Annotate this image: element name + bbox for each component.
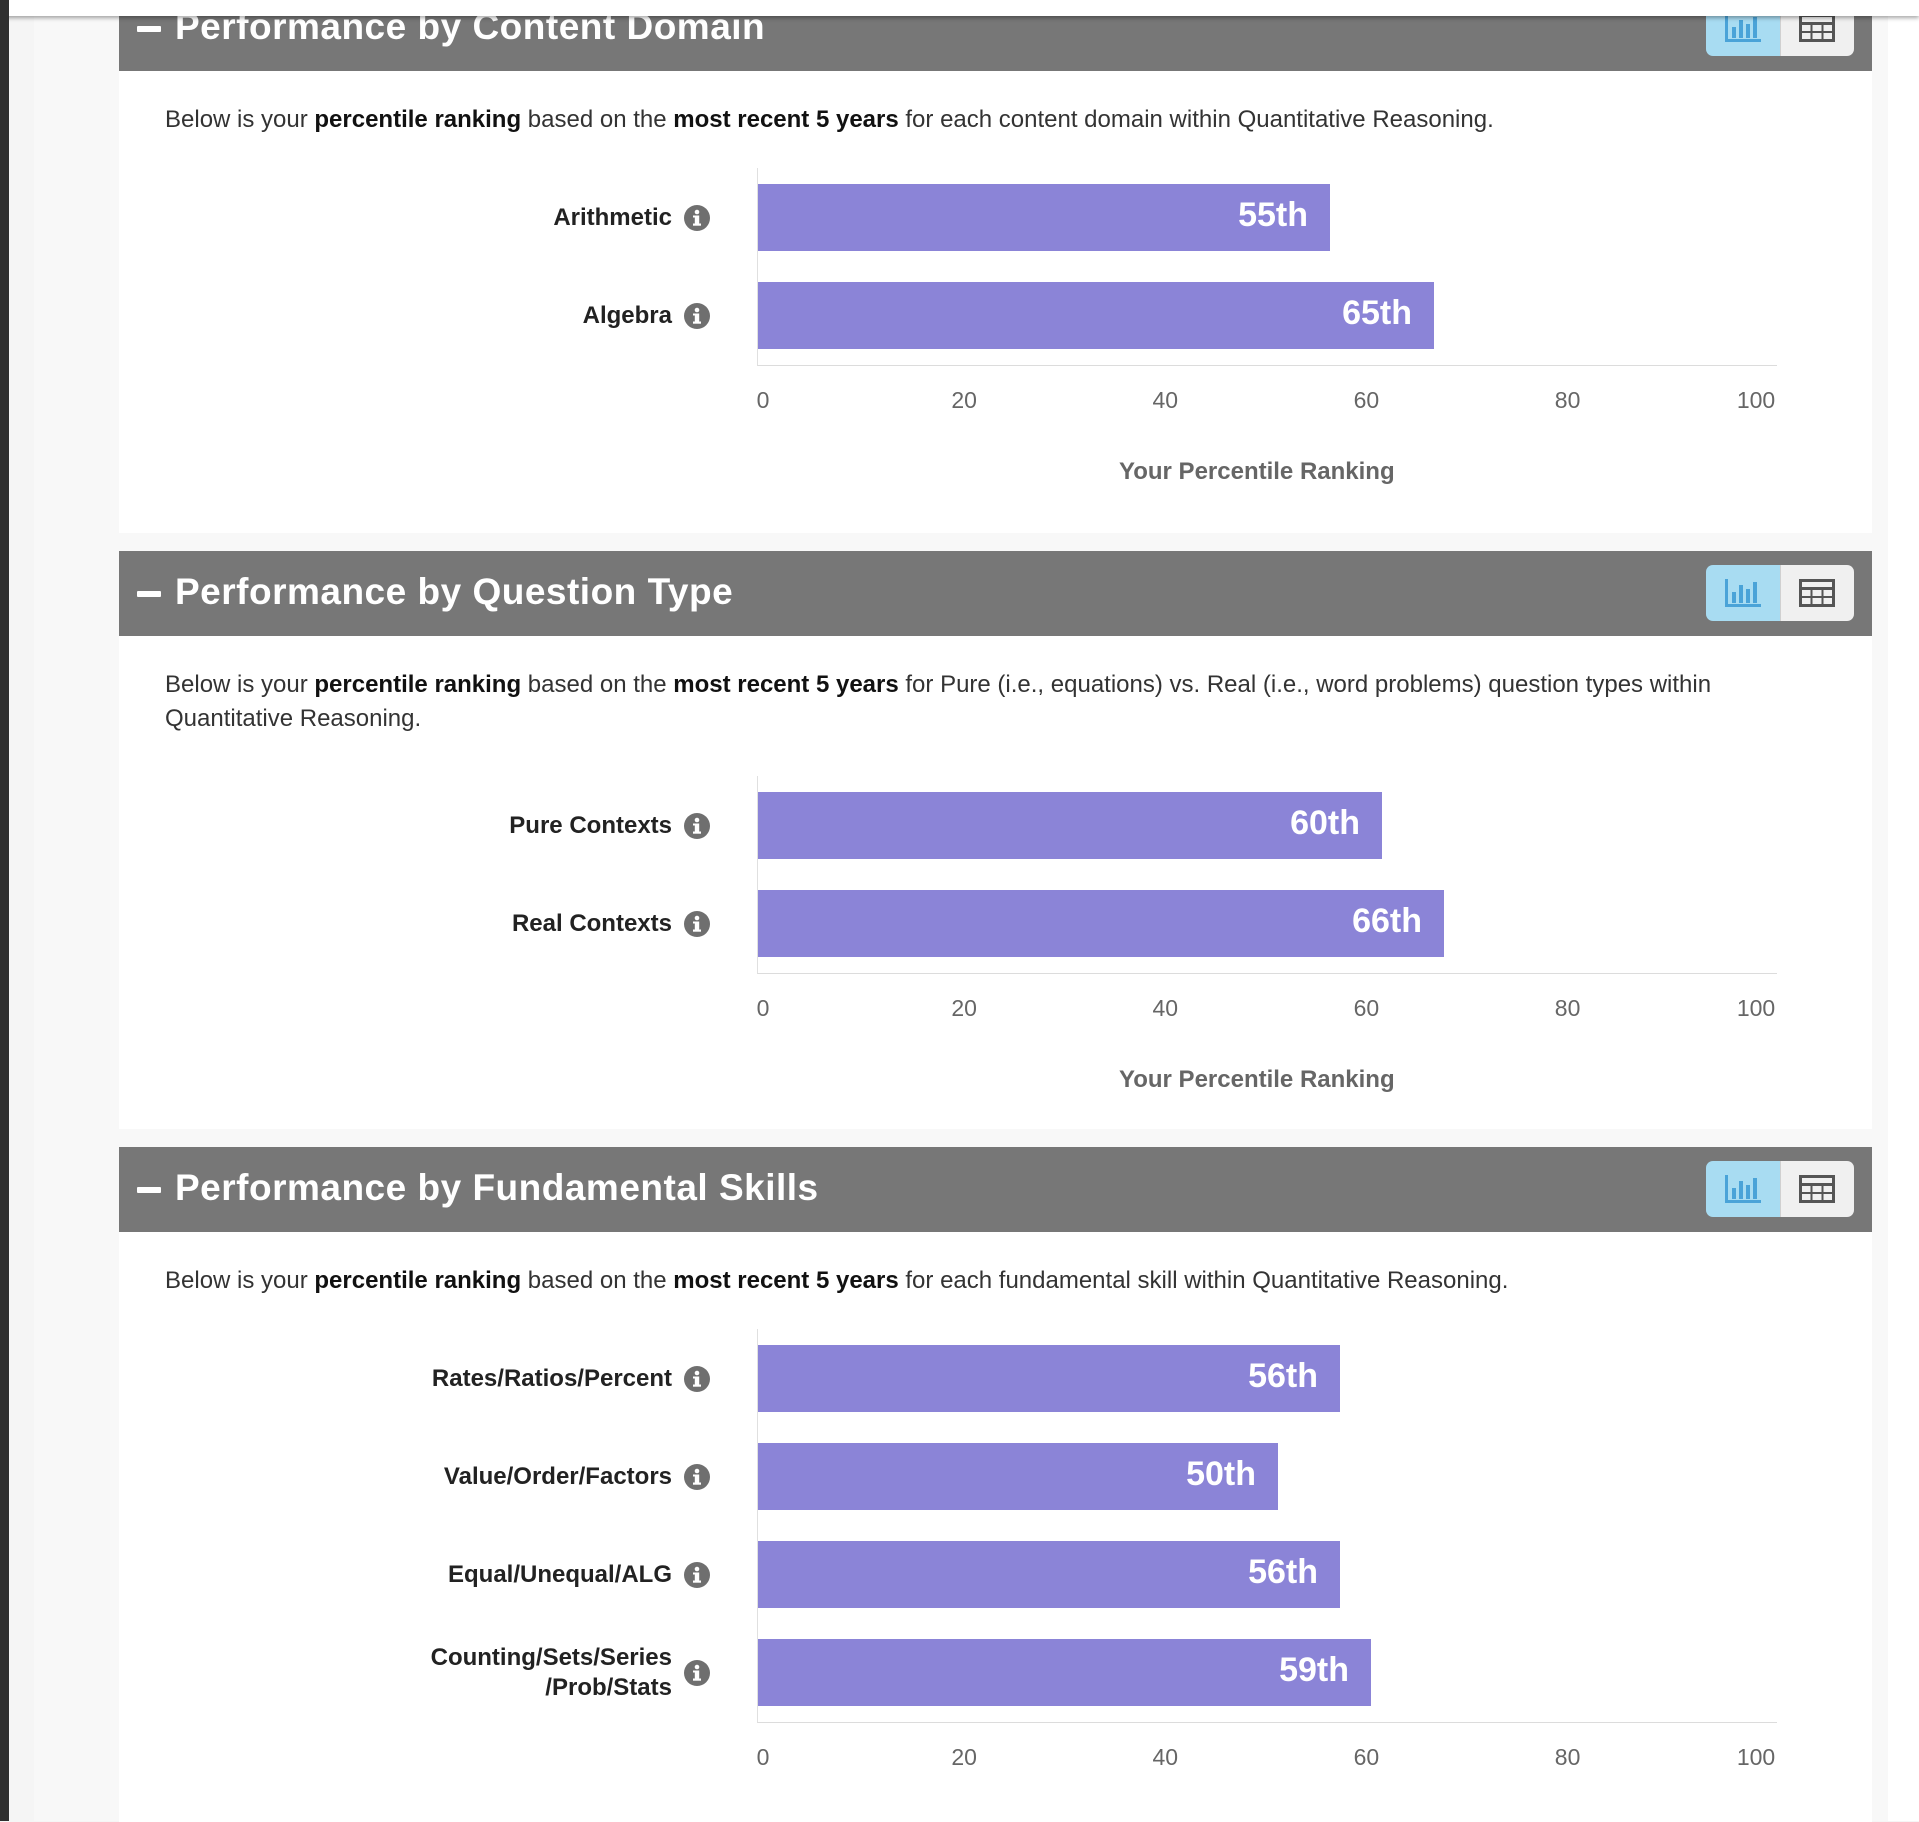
axis-tick-label: 20 <box>951 387 977 413</box>
info-icon[interactable] <box>684 812 710 839</box>
category-label: Real Contexts <box>252 909 672 939</box>
percentile-bar[interactable]: 50th <box>758 1443 1278 1510</box>
category-label-line: Algebra <box>582 301 672 329</box>
axis-tick-label: 40 <box>1152 1744 1179 1770</box>
section-title: Performance by Fundamental Skills <box>175 1167 819 1208</box>
bar-chart-icon <box>1724 579 1761 607</box>
section-title: Performance by Question Type <box>175 571 734 612</box>
view-toggle <box>1706 565 1854 621</box>
percentile-bar[interactable]: 56th <box>758 1345 1340 1412</box>
bar-value-label: 56th <box>1248 1553 1318 1591</box>
bar-value-label: 59th <box>1279 1651 1349 1689</box>
bar-chart-icon <box>1724 14 1761 42</box>
axis-title: Your Percentile Ranking <box>1119 1066 1395 1093</box>
percentile-bar[interactable]: 66th <box>758 890 1444 957</box>
axis-tick-label: 60 <box>1353 387 1380 413</box>
percentile-bar[interactable]: 55th <box>758 184 1330 251</box>
table-view-button[interactable] <box>1779 565 1854 621</box>
axis-tick-label: 20 <box>951 1744 977 1770</box>
report-page: Performance by Content Domain <box>34 0 1888 1822</box>
info-icon[interactable] <box>684 1561 710 1588</box>
axis-tick-label: 100 <box>1736 1744 1776 1770</box>
category-label-line: Pure Contexts <box>509 811 672 839</box>
section-description: Below is your percentile ranking based o… <box>165 106 1494 133</box>
bar-chart-icon <box>1724 1175 1761 1203</box>
chart-view-button[interactable] <box>1706 565 1780 621</box>
info-icon[interactable] <box>684 1365 710 1392</box>
axis-tick-label: 40 <box>1152 995 1179 1021</box>
table-grid-icon <box>1799 14 1836 42</box>
category-label-line: Rates/Ratios/Percent <box>431 1364 672 1392</box>
percentile-bar[interactable]: 56th <box>758 1541 1340 1608</box>
plot-area: 60th 66th <box>757 776 1777 974</box>
category-label-line: Counting/Sets/Series <box>430 1643 672 1671</box>
section-header: Performance by Fundamental Skills <box>119 1147 1872 1232</box>
category-label-line: Arithmetic <box>553 203 672 231</box>
table-grid-icon <box>1799 579 1836 607</box>
bar-value-label: 66th <box>1352 902 1422 940</box>
collapse-minus-icon[interactable] <box>137 1187 161 1193</box>
table-grid-icon <box>1799 1175 1836 1203</box>
category-label: Rates/Ratios/Percent <box>252 1364 672 1394</box>
info-icon[interactable] <box>684 910 710 937</box>
axis-tick-label: 80 <box>1554 1744 1581 1770</box>
bar-value-label: 55th <box>1238 196 1308 234</box>
category-label-line: /Prob/Stats <box>545 1673 672 1701</box>
category-label: Value/Order/Factors <box>252 1462 672 1492</box>
top-edge-bar <box>0 0 1919 16</box>
axis-tick-label: 0 <box>756 387 770 413</box>
section-description: Below is your percentile ranking based o… <box>165 1267 1509 1294</box>
bar-value-label: 60th <box>1290 804 1360 842</box>
axis-tick-label: 0 <box>756 995 770 1021</box>
section-body: Below is your percentile ranking based o… <box>119 1232 1872 1822</box>
bar-value-label: 65th <box>1342 294 1412 332</box>
axis-tick-label: 100 <box>1736 995 1776 1021</box>
view-toggle <box>1706 1161 1854 1217</box>
percentile-bar[interactable]: 59th <box>758 1639 1371 1706</box>
category-label: Equal/Unequal/ALG <box>252 1560 672 1590</box>
collapse-minus-icon[interactable] <box>137 26 161 32</box>
percentile-bar[interactable]: 60th <box>758 792 1382 859</box>
left-edge-bar <box>0 0 9 1821</box>
category-label: Counting/Sets/Series/Prob/Stats <box>252 1643 672 1703</box>
plot-area: 55th 65th <box>757 168 1777 366</box>
section-header: Performance by Question Type <box>119 551 1872 636</box>
category-label-line: Real Contexts <box>511 909 672 937</box>
axis-tick-label: 60 <box>1353 1744 1380 1770</box>
section-body: Below is your percentile ranking based o… <box>119 636 1872 1129</box>
category-label: Algebra <box>252 301 672 331</box>
category-label: Arithmetic <box>252 203 672 233</box>
info-icon[interactable] <box>684 204 710 231</box>
axis-tick-label: 60 <box>1353 995 1380 1021</box>
axis-tick-label: 20 <box>951 995 977 1021</box>
collapse-minus-icon[interactable] <box>137 591 161 597</box>
axis-title: Your Percentile Ranking <box>1119 458 1395 485</box>
axis-tick-label: 0 <box>756 1744 770 1770</box>
axis-tick-label: 80 <box>1554 387 1581 413</box>
plot-area: 56th 50th 56th 59th <box>757 1329 1777 1723</box>
info-icon[interactable] <box>684 1659 710 1686</box>
percentile-bar[interactable]: 65th <box>758 282 1434 349</box>
category-label: Pure Contexts <box>252 811 672 841</box>
bar-value-label: 50th <box>1186 1455 1256 1493</box>
section-description: Below is your percentile ranking based o… <box>165 671 1712 732</box>
info-icon[interactable] <box>684 302 710 329</box>
axis-tick-label: 40 <box>1152 387 1179 413</box>
table-view-button[interactable] <box>1779 1161 1854 1217</box>
axis-tick-label: 80 <box>1554 995 1581 1021</box>
section-body: Below is your percentile ranking based o… <box>119 71 1872 533</box>
chart-view-button[interactable] <box>1706 1161 1780 1217</box>
category-label-line: Equal/Unequal/ALG <box>447 1560 672 1588</box>
right-gutter <box>1888 0 1919 1821</box>
bar-value-label: 56th <box>1248 1357 1318 1395</box>
info-icon[interactable] <box>684 1463 710 1490</box>
category-label-line: Value/Order/Factors <box>443 1462 672 1490</box>
axis-tick-label: 100 <box>1736 387 1776 413</box>
